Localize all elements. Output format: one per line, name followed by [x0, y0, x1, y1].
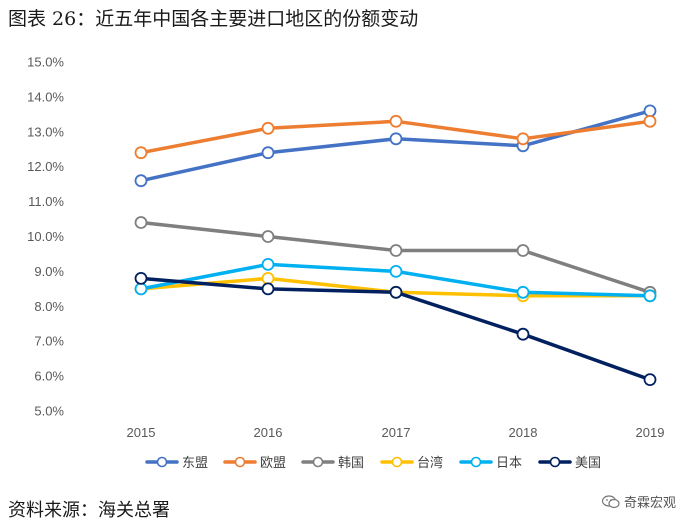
data-point — [389, 244, 403, 257]
x-tick-label: 2018 — [509, 425, 538, 440]
series-5 — [134, 257, 657, 303]
legend: 东盟 欧盟 韩国 台湾 日本 美国 — [145, 455, 601, 471]
data-point — [643, 289, 657, 303]
data-point — [134, 146, 148, 160]
series-6 — [134, 271, 657, 387]
data-point — [134, 174, 148, 188]
series-layer — [134, 104, 657, 387]
y-tick-label: 5.0% — [34, 404, 64, 419]
wechat-icon — [601, 494, 620, 508]
data-point — [389, 285, 403, 299]
data-point — [516, 327, 530, 341]
legend-label: 东盟 — [182, 456, 208, 471]
data-point — [389, 132, 403, 146]
legend-item: 欧盟 — [223, 456, 286, 471]
line-chart: 5.0% 6.0% 7.0% 8.0% 9.0% 10.0% 11.0% 12.0% 13.0%… — [27, 55, 665, 472]
y-tick-label: 8.0% — [34, 299, 64, 314]
data-point — [389, 114, 403, 128]
data-point — [643, 114, 657, 128]
legend-item: 东盟 — [145, 456, 208, 471]
legend-marker — [312, 456, 324, 468]
data-point — [516, 132, 530, 146]
y-tick-label: 15.0% — [27, 55, 64, 70]
x-tick-label: 2015 — [127, 425, 156, 440]
y-tick-label: 11.0% — [28, 194, 64, 209]
watermark: 奇霖宏观 — [601, 492, 676, 511]
legend-label: 韩国 — [338, 456, 364, 471]
y-tick-label: 9.0% — [34, 264, 64, 279]
data-point — [516, 244, 530, 257]
legend-label: 日本 — [496, 456, 522, 471]
data-point — [643, 373, 657, 387]
legend-marker — [391, 456, 403, 468]
legend-item: 韩国 — [301, 456, 364, 471]
legend-marker — [470, 456, 482, 468]
data-point — [134, 271, 148, 285]
legend-marker — [549, 456, 561, 468]
x-axis: 2015 2016 2017 2018 2019 — [127, 425, 665, 440]
data-point — [389, 264, 403, 278]
watermark-text: 奇霖宏观 — [623, 496, 676, 511]
y-tick-label: 6.0% — [34, 369, 64, 384]
data-point — [516, 285, 530, 299]
data-point — [261, 257, 275, 271]
y-tick-label: 14.0% — [27, 89, 64, 104]
legend-item: 日本 — [459, 456, 522, 471]
chart-title: 图表 26：近五年中国各主要进口地区的份额变动 — [8, 8, 419, 30]
x-tick-label: 2016 — [254, 425, 283, 440]
legend-marker — [234, 456, 246, 468]
data-point — [261, 282, 275, 296]
data-point — [261, 230, 275, 243]
legend-label: 欧盟 — [260, 456, 286, 471]
data-point — [134, 282, 148, 296]
data-point — [643, 104, 657, 118]
y-tick-label: 12.0% — [27, 159, 64, 174]
x-tick-label: 2017 — [382, 425, 411, 440]
legend-label: 台湾 — [417, 455, 443, 471]
source-note: 资料来源：海关总署 — [8, 500, 170, 521]
data-point — [261, 146, 275, 160]
y-tick-label: 13.0% — [27, 124, 64, 139]
legend-marker — [156, 456, 168, 468]
data-point — [134, 216, 148, 229]
legend-item: 台湾 — [380, 455, 443, 471]
data-point — [261, 271, 275, 285]
data-point — [261, 121, 275, 135]
y-tick-label: 10.0% — [27, 229, 64, 244]
series-2 — [134, 114, 657, 160]
x-tick-label: 2019 — [636, 425, 665, 440]
legend-label: 美国 — [575, 456, 601, 471]
y-axis: 5.0% 6.0% 7.0% 8.0% 9.0% 10.0% 11.0% 12.0% 13.0%… — [27, 55, 64, 419]
legend-item: 美国 — [538, 456, 601, 471]
y-tick-label: 7.0% — [34, 334, 64, 349]
